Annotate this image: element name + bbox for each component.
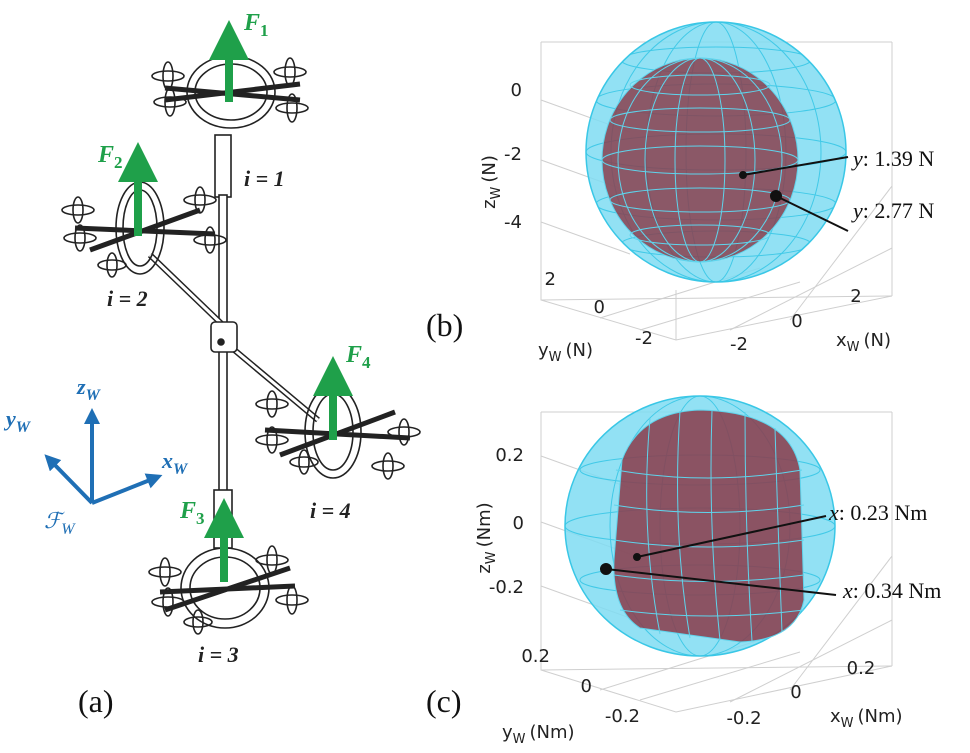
caption-c: (c) bbox=[426, 683, 462, 719]
x-axis-label-b: xW (N) bbox=[836, 330, 891, 355]
frame-label-F: ℱW bbox=[44, 508, 76, 538]
force-label-1: F1 bbox=[243, 10, 269, 40]
x-tick-c-2: 0.2 bbox=[847, 658, 876, 679]
index-label-1: i = 1 bbox=[244, 166, 285, 191]
force-arrows bbox=[118, 20, 353, 582]
index-label-3: i = 3 bbox=[198, 642, 239, 667]
y-tick-b-1: 0 bbox=[594, 297, 605, 318]
caption-b: (b) bbox=[426, 307, 463, 343]
panel-c-torque-polytope: x: 0.23 Nm x: 0.34 Nm 0.2 0 -0.2 0.2 0 -… bbox=[426, 395, 941, 747]
frame-rods bbox=[147, 134, 320, 549]
drone-3 bbox=[148, 545, 309, 635]
frame-label-x: xW bbox=[161, 448, 189, 478]
annotation-c-2: x: 0.34 Nm bbox=[842, 578, 941, 603]
panel-a-drone-assembly: F1 F2 F3 F4 i = 1 i = 2 i = 3 i = 4 zW y… bbox=[3, 10, 421, 719]
inner-ellipsoid-c bbox=[613, 409, 805, 643]
y-tick-c-2: -0.2 bbox=[605, 706, 640, 727]
z-tick-c-2: -0.2 bbox=[489, 577, 524, 598]
annotation-b-2: y: 2.77 N bbox=[851, 198, 934, 223]
world-frame bbox=[44, 408, 163, 505]
index-label-4: i = 4 bbox=[310, 498, 351, 523]
z-tick-b-2: -4 bbox=[504, 212, 522, 233]
leader-lines-c bbox=[600, 515, 837, 596]
z-tick-c-0: 0.2 bbox=[495, 445, 524, 466]
x-tick-c-1: 0 bbox=[790, 682, 801, 703]
frame-label-z: zW bbox=[76, 374, 102, 404]
x-tick-b-1: 0 bbox=[791, 311, 802, 332]
x-tick-b-2: 2 bbox=[850, 286, 861, 307]
y-axis-label-b: yW (N) bbox=[538, 340, 593, 365]
frame-axis-y bbox=[44, 454, 94, 505]
z-tick-c-1: 0 bbox=[513, 513, 524, 534]
inner-ellipsoid-b bbox=[601, 57, 799, 263]
y-tick-c-1: 0 bbox=[581, 676, 592, 697]
y-tick-b-0: 2 bbox=[545, 269, 556, 290]
leader-lines-b bbox=[739, 156, 849, 232]
y-tick-c-0: 0.2 bbox=[521, 646, 550, 667]
x-tick-c-0: -0.2 bbox=[726, 708, 761, 729]
frame-label-y: yW bbox=[3, 406, 32, 436]
drone-2 bbox=[61, 181, 227, 278]
z-tick-b-0: 0 bbox=[511, 80, 522, 101]
z-axis-label-c: zW(Nm) bbox=[474, 502, 499, 573]
annotation-c-1: x: 0.23 Nm bbox=[828, 500, 927, 525]
y-axis-label-c: yW (Nm) bbox=[502, 722, 575, 747]
panel-b-force-polytope: y: 1.39 N y: 2.77 N 0 -2 -4 2 0 -2 -2 0 … bbox=[426, 21, 934, 365]
x-tick-b-0: -2 bbox=[730, 334, 748, 355]
force-label-3: F3 bbox=[179, 498, 205, 528]
z-axis-label-b: zW(N) bbox=[479, 155, 504, 209]
y-tick-b-2: -2 bbox=[635, 328, 653, 349]
x-axis-label-c: xW (Nm) bbox=[830, 706, 903, 731]
annotation-b-1: y: 1.39 N bbox=[851, 146, 934, 171]
drone-4 bbox=[255, 385, 421, 480]
frame-axis-x bbox=[91, 473, 163, 505]
force-label-4: F4 bbox=[345, 342, 371, 372]
caption-a: (a) bbox=[78, 683, 114, 719]
z-tick-b-1: -2 bbox=[504, 144, 522, 165]
force-label-2: F2 bbox=[97, 142, 123, 172]
index-label-2: i = 2 bbox=[107, 286, 148, 311]
